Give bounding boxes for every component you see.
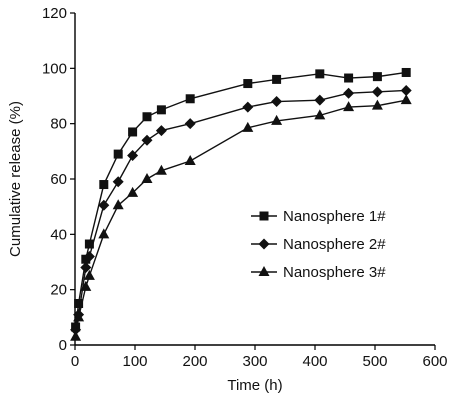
series-2-point <box>343 87 355 99</box>
series-3-line <box>74 99 407 337</box>
y-tick-label: 20 <box>50 282 67 299</box>
series-1-point <box>74 299 84 308</box>
series-3-point <box>70 330 82 341</box>
y-tick-label: 100 <box>42 60 67 77</box>
series-1 <box>71 67 411 332</box>
series-1-point <box>156 105 166 115</box>
series-3-point <box>343 101 355 112</box>
legend-marker <box>258 266 270 276</box>
x-axis-title: Time (h) <box>227 377 282 394</box>
x-tick-label: 500 <box>362 353 387 370</box>
series-2-point <box>242 101 254 113</box>
series-2-point <box>83 250 95 262</box>
legend-entry-1: Nanosphere 1# <box>251 208 386 225</box>
series-1-point <box>344 73 354 83</box>
legend-entry-2: Nanosphere 2# <box>251 236 386 253</box>
series-3-point <box>83 269 95 280</box>
x-tick-label: 0 <box>71 353 79 370</box>
series-1-point <box>99 180 109 190</box>
series-1-point <box>372 72 382 82</box>
legend-entry-3: Nanosphere 3# <box>251 264 386 281</box>
axes: 0 20 40 60 80 100 120 0 100 200 300 400 500 600 <box>42 5 448 370</box>
series-3-point <box>271 114 283 125</box>
legend-label: Nanosphere 2# <box>283 236 386 253</box>
series-2-point <box>80 262 92 274</box>
legend: Nanosphere 1# Nanosphere 2# Nanosphere 3# <box>251 208 386 281</box>
series-1-point <box>128 127 138 137</box>
series-3-point <box>314 109 326 120</box>
series-3-point <box>184 155 196 166</box>
series-2 <box>70 84 412 336</box>
x-tick-label: 600 <box>422 353 447 370</box>
y-axis-title: Cumulative release (%) <box>7 101 24 257</box>
series-2-point <box>400 84 412 96</box>
series-2-point <box>271 96 283 108</box>
series-1-point <box>185 94 195 104</box>
series-1-point <box>84 239 94 249</box>
series-3-point <box>400 94 412 105</box>
series-3-point <box>242 121 254 132</box>
y-tick-label: 40 <box>50 226 67 243</box>
series-3-point <box>98 228 110 239</box>
series-2-point <box>184 118 196 130</box>
series-2-point <box>70 324 82 336</box>
series-3-point <box>73 311 85 322</box>
y-tick-label: 120 <box>42 5 67 22</box>
series-1-line <box>74 71 407 328</box>
x-tick-label: 400 <box>302 353 327 370</box>
series-2-point <box>127 149 139 161</box>
legend-marker <box>259 211 269 221</box>
series-1-point <box>113 149 123 159</box>
series-1-point <box>142 112 152 122</box>
x-tick-label: 100 <box>122 353 147 370</box>
series-1-point <box>243 79 253 89</box>
series-1-point <box>272 74 282 84</box>
legend-marker <box>258 238 270 250</box>
y-tick-label: 0 <box>59 337 67 354</box>
y-tick-label: 60 <box>50 171 67 188</box>
series-3-point <box>141 173 153 183</box>
series-2-point <box>141 134 153 146</box>
series-3-point <box>112 199 124 210</box>
series-2-point <box>371 86 383 98</box>
series-3-point <box>155 164 167 175</box>
series-3-point <box>127 186 139 197</box>
series-3-point <box>80 280 92 291</box>
x-tick-label: 200 <box>182 353 207 370</box>
series-2-point <box>112 176 124 188</box>
series-1-point <box>315 69 325 79</box>
series-layer <box>70 67 412 341</box>
series-1-point <box>401 67 411 77</box>
series-2-point <box>314 94 326 106</box>
y-tick-label: 80 <box>50 116 67 133</box>
series-2-point <box>155 125 167 137</box>
series-2-line <box>74 89 407 330</box>
series-3-point <box>371 99 383 110</box>
series-1-point <box>81 254 91 264</box>
series-3 <box>70 94 412 341</box>
legend-label: Nanosphere 1# <box>283 208 386 225</box>
series-2-point <box>98 199 110 211</box>
legend-label: Nanosphere 3# <box>283 264 386 281</box>
x-tick-label: 300 <box>242 353 267 370</box>
